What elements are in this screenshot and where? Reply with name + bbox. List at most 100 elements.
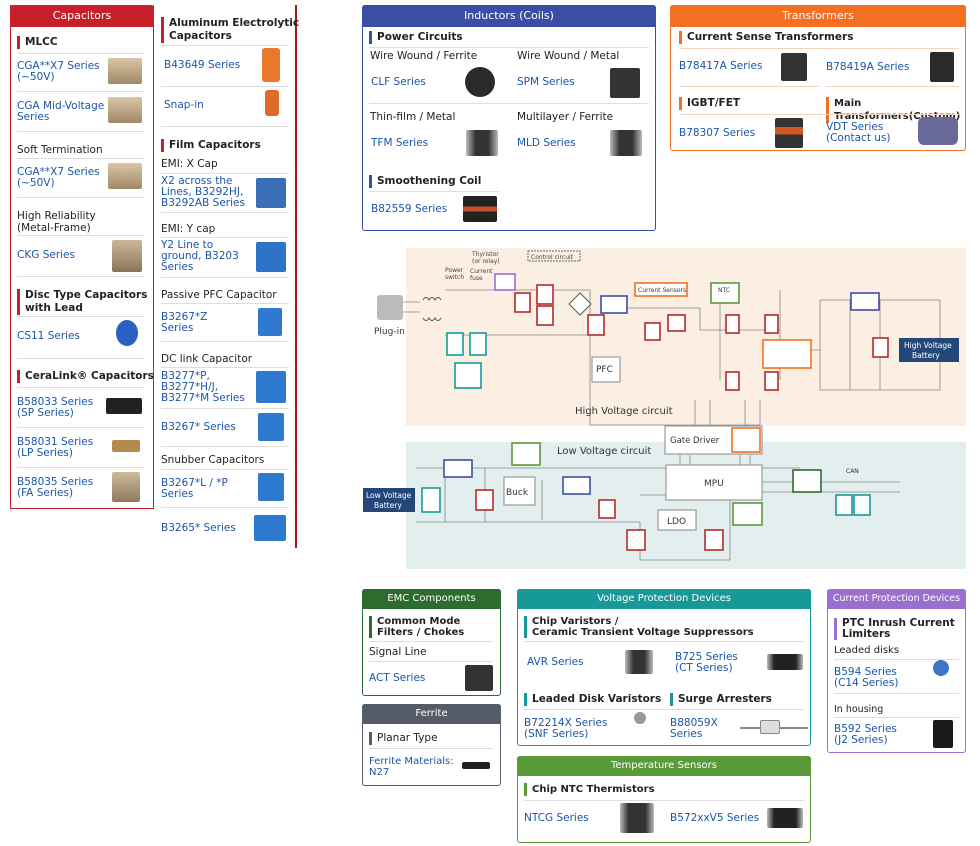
divider (161, 173, 289, 174)
emi-x-cap-label: EMI: X Cap (161, 158, 218, 170)
b3277-link[interactable]: B3277*P, B3277*H/J, B3277*M Series (161, 370, 245, 404)
surge-arresters-heading: Surge Arresters (670, 693, 772, 706)
divider (834, 659, 959, 660)
gate-transformer-box (731, 427, 761, 453)
current-sensors-box (634, 282, 688, 297)
mld-link[interactable]: MLD Series (517, 137, 576, 149)
transformers-header[interactable]: Transformers (670, 5, 966, 27)
b72214x-link[interactable]: B72214X Series (SNF Series) (524, 717, 608, 740)
varistor-box (421, 487, 441, 513)
x2-link[interactable]: X2 across the Lines, B3292HJ, B3292AB Se… (161, 175, 245, 209)
ferrite-n27-link[interactable]: Ferrite Materials: N27 (369, 756, 454, 778)
cga-x7-soft-link[interactable]: CGA**X7 Series (~50V) (17, 166, 100, 189)
b88059x-link[interactable]: B88059X Series (670, 717, 718, 740)
b43649-link[interactable]: B43649 Series (164, 59, 241, 71)
divider (826, 86, 959, 87)
divider (17, 467, 145, 468)
circuit-diagram: Plug-in Power switch Thyristor (or relay) … (363, 248, 966, 569)
ferrite-header[interactable]: Ferrite (362, 704, 501, 724)
b3265-link[interactable]: B3265* Series (161, 522, 236, 534)
divider (161, 469, 289, 470)
smoothening-coil-heading: Smoothening Coil (369, 175, 481, 188)
voltage-protection-header[interactable]: Voltage Protection Devices (517, 589, 811, 609)
ntcg-link[interactable]: NTCG Series (524, 812, 589, 824)
snap-in-link[interactable]: Snap-in (164, 99, 204, 111)
emi-y-cap-label: EMI: Y cap (161, 223, 216, 235)
b3267-link[interactable]: B3267* Series (161, 421, 236, 433)
vdt-link[interactable]: VDT Series (Contact us) (826, 121, 891, 144)
ntc-label: NTC (718, 287, 730, 294)
b3267z-link[interactable]: B3267*Z Series (161, 311, 208, 334)
b58033-image (106, 398, 142, 414)
divider (17, 427, 145, 428)
passive-pfc-label: Passive PFC Capacitor (161, 289, 277, 301)
transformer-coil-icon (422, 297, 442, 321)
buck-block (503, 476, 536, 506)
spm-link[interactable]: SPM Series (517, 76, 575, 88)
mld-image (610, 130, 642, 156)
b58033-link[interactable]: B58033 Series (SP Series) (17, 396, 94, 419)
b3277-image (256, 371, 286, 403)
inductors-header[interactable]: Inductors (Coils) (362, 5, 656, 27)
plug-in-label: Plug-in (374, 327, 405, 337)
high-voltage-circuit-label: High Voltage circuit (575, 406, 673, 417)
b78417a-link[interactable]: B78417A Series (679, 60, 763, 72)
high-voltage-battery (899, 338, 959, 362)
avr-link[interactable]: AVR Series (527, 656, 584, 668)
b3267lp-link[interactable]: B3267*L / *P Series (161, 477, 228, 500)
divider (369, 661, 493, 662)
multilayer-ferrite-label: Multilayer / Ferrite (517, 111, 614, 123)
capacitor-box (644, 322, 661, 341)
divider (17, 131, 145, 132)
mpu-label: MPU (704, 479, 724, 489)
y2-link[interactable]: Y2 Line to ground, B3203 Series (161, 239, 239, 273)
cs11-link[interactable]: CS11 Series (17, 330, 80, 342)
temperature-header[interactable]: Temperature Sensors (517, 756, 811, 776)
divider (524, 709, 804, 710)
capacitor-box (667, 314, 686, 332)
ckg-link[interactable]: CKG Series (17, 249, 75, 261)
b58031-link[interactable]: B58031 Series (LP Series) (17, 436, 94, 459)
divider (17, 235, 145, 236)
capacitor-box (704, 529, 724, 551)
b78307-link[interactable]: B78307 Series (679, 128, 756, 139)
capacitors-panel (10, 5, 154, 509)
b82559-link[interactable]: B82559 Series (371, 203, 448, 215)
divider (161, 367, 289, 368)
cga-mid-voltage-link[interactable]: CGA Mid-Voltage Series (17, 100, 105, 123)
b572xxv5-link[interactable]: B572xxV5 Series (670, 812, 760, 824)
divider (369, 191, 499, 192)
divider (161, 277, 289, 278)
aluminum-electrolytic-heading: Aluminum Electrolytic Capacitors (161, 17, 299, 43)
ceralink-heading: CeraLink® Capacitors (17, 370, 154, 383)
b58035-link[interactable]: B58035 Series (FA Series) (17, 476, 94, 499)
capacitor-box (514, 292, 531, 313)
high-reliability-label: High Reliability (Metal-Frame) (17, 210, 96, 234)
act-image (465, 665, 493, 691)
b572xxv5-image (767, 808, 803, 828)
tfm-link[interactable]: TFM Series (371, 137, 429, 149)
clf-link[interactable]: CLF Series (371, 76, 426, 88)
current-protection-header[interactable]: Current Protection Devices (827, 589, 966, 609)
mpu-block (665, 464, 763, 501)
divider (17, 91, 145, 92)
b78419a-link[interactable]: B78419A Series (826, 61, 910, 73)
varistor-box (835, 494, 853, 516)
y2-image (256, 242, 286, 272)
b725-link[interactable]: B725 Series (CT Series) (675, 651, 738, 674)
b3267z-image (258, 308, 282, 336)
b78417a-image (781, 53, 807, 81)
chip-varistors-heading: Chip Varistors / Ceramic Transient Volta… (524, 616, 754, 638)
b3267lp-image (258, 473, 284, 501)
divider (834, 693, 959, 694)
ntc-box (511, 442, 541, 466)
cga-x7-link[interactable]: CGA**X7 Series (~50V) (17, 60, 100, 83)
b594-link[interactable]: B594 Series (C14 Series) (834, 666, 899, 689)
b592-link[interactable]: B592 Series (J2 Series) (834, 723, 897, 746)
divider (524, 641, 804, 642)
emc-header[interactable]: EMC Components (362, 589, 501, 609)
disc-type-heading: Disc Type Capacitors with Lead (17, 289, 147, 315)
act-link[interactable]: ACT Series (369, 672, 426, 684)
capacitors-header[interactable]: Capacitors (10, 5, 154, 27)
b58031-image (112, 440, 140, 452)
